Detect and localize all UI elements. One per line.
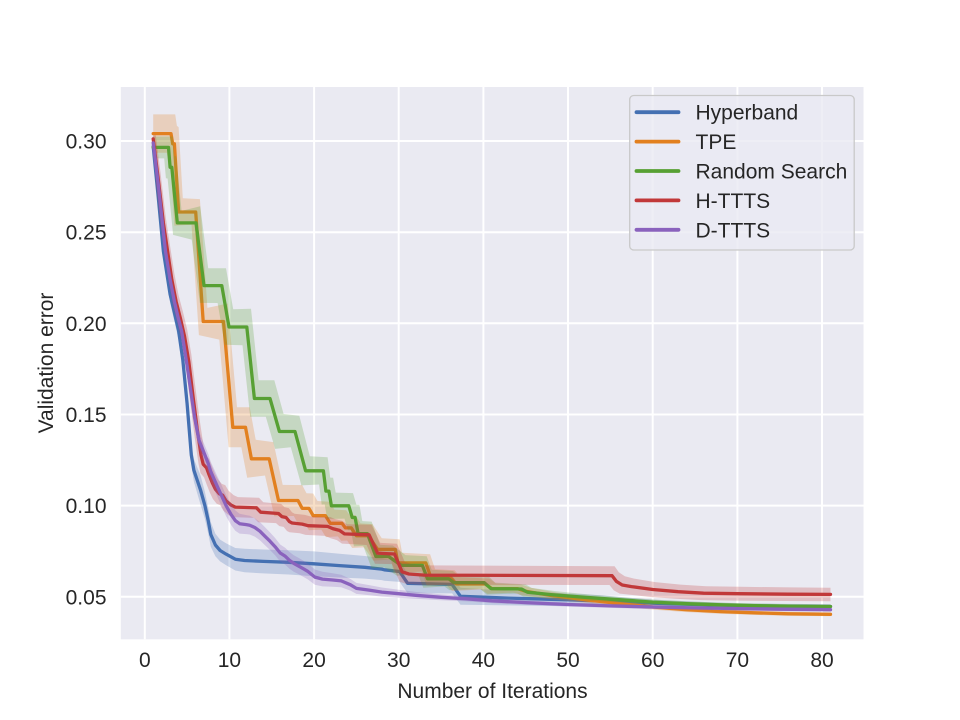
svg-text:TPE: TPE (696, 131, 737, 154)
svg-text:Random Search: Random Search (696, 161, 848, 184)
svg-text:20: 20 (302, 649, 325, 672)
svg-text:10: 10 (218, 649, 241, 672)
svg-text:Validation error: Validation error (35, 293, 58, 434)
svg-text:D-TTTS: D-TTTS (696, 219, 771, 242)
svg-text:70: 70 (726, 649, 749, 672)
svg-text:0.30: 0.30 (66, 131, 107, 154)
svg-text:0: 0 (139, 649, 151, 672)
svg-text:0.15: 0.15 (66, 404, 107, 427)
svg-text:H-TTTS: H-TTTS (696, 190, 771, 213)
svg-text:30: 30 (387, 649, 410, 672)
svg-text:0.10: 0.10 (66, 495, 107, 518)
svg-text:Number of Iterations: Number of Iterations (397, 680, 587, 703)
svg-text:50: 50 (556, 649, 579, 672)
svg-text:0.20: 0.20 (66, 313, 107, 336)
svg-text:40: 40 (472, 649, 495, 672)
svg-text:80: 80 (810, 649, 833, 672)
svg-text:Hyperband: Hyperband (696, 102, 799, 125)
svg-text:0.05: 0.05 (66, 586, 107, 609)
svg-text:60: 60 (641, 649, 664, 672)
svg-text:0.25: 0.25 (66, 222, 107, 245)
